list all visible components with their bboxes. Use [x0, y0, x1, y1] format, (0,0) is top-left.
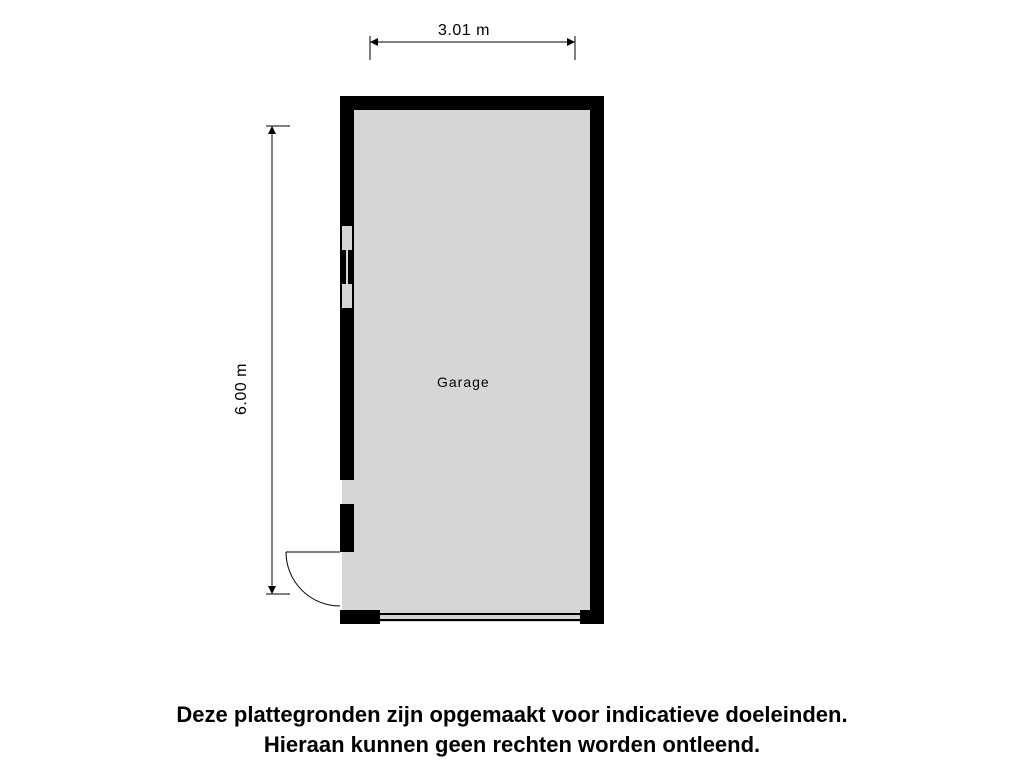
- disclaimer-text: Deze plattegronden zijn opgemaakt voor i…: [0, 700, 1024, 759]
- floorplan-svg: [0, 0, 1024, 768]
- disclaimer-line1: Deze plattegronden zijn opgemaakt voor i…: [176, 702, 847, 727]
- dimension-height-label: 6.00 m: [233, 363, 251, 415]
- dimension-width-label: 3.01 m: [438, 22, 490, 40]
- disclaimer-line2: Hieraan kunnen geen rechten worden ontle…: [264, 732, 760, 757]
- room-label-garage: Garage: [437, 374, 490, 390]
- floorplan-canvas: { "floorplan": { "type": "floorplan", "b…: [0, 0, 1024, 768]
